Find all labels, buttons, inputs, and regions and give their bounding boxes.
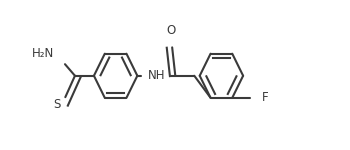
Text: H₂N: H₂N: [32, 47, 55, 60]
Text: F: F: [262, 91, 269, 104]
Text: O: O: [167, 24, 176, 37]
Text: S: S: [54, 98, 61, 111]
Text: NH: NH: [148, 69, 165, 82]
